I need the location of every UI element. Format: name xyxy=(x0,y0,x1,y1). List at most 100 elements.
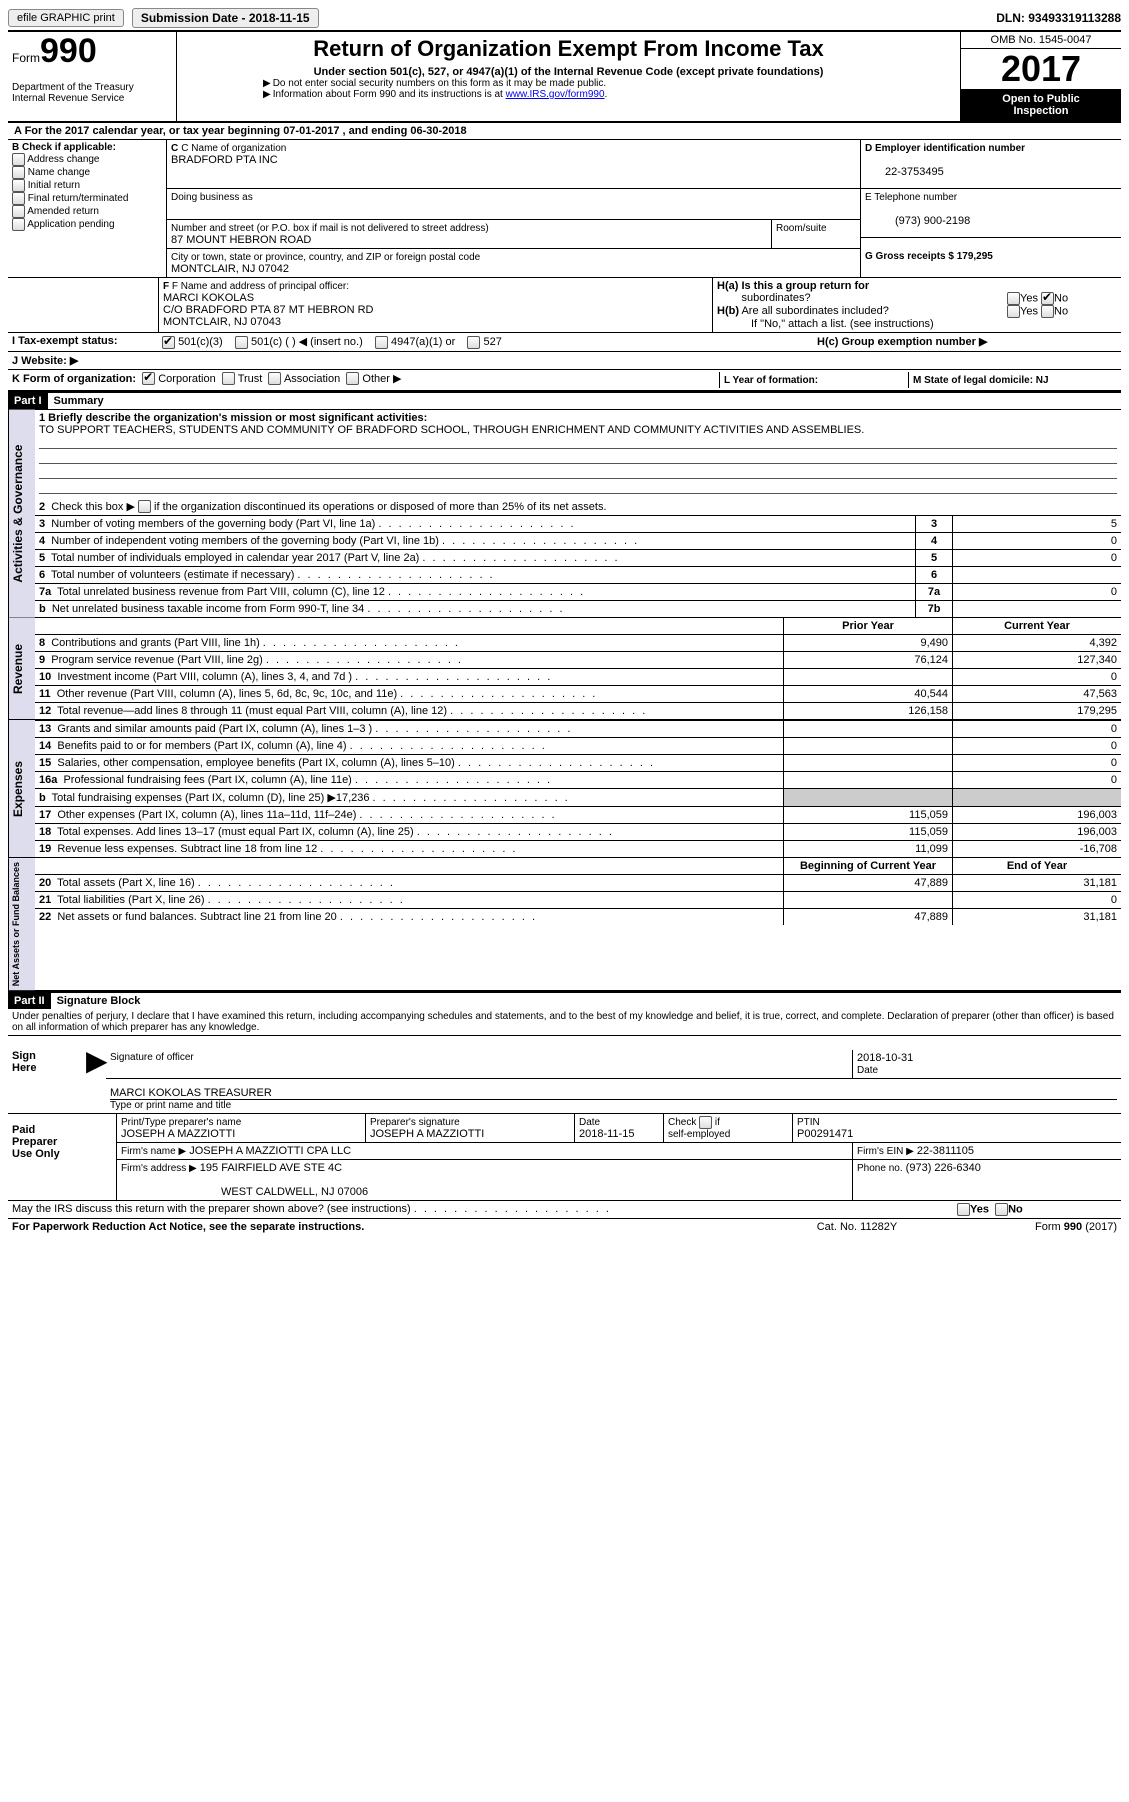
type-name-label: Type or print name and title xyxy=(110,1099,1117,1111)
no-label: No xyxy=(1054,292,1068,304)
dept-treasury: Department of the Treasury xyxy=(12,82,172,93)
part2-header: Part II xyxy=(8,993,51,1009)
note-ssn: Do not enter social security numbers on … xyxy=(273,78,606,89)
street-address: 87 MOUNT HEBRON ROAD xyxy=(171,234,311,246)
q1-label: 1 Briefly describe the organization's mi… xyxy=(39,412,427,424)
hb-no-checkbox[interactable] xyxy=(1041,305,1054,318)
no-label2: No xyxy=(1054,305,1068,317)
cat-no: Cat. No. 11282Y xyxy=(757,1221,957,1233)
part1-title: Summary xyxy=(48,393,110,409)
ein-value: 22-3753495 xyxy=(865,166,944,178)
submission-date-button[interactable]: Submission Date - 2018-11-15 xyxy=(132,8,319,28)
sign-date-label: Date xyxy=(857,1065,878,1076)
k-trust-checkbox[interactable] xyxy=(222,372,235,385)
i-501c-checkbox[interactable] xyxy=(235,336,248,349)
checkbox[interactable] xyxy=(12,192,25,205)
org-name-label: C Name of organization xyxy=(181,143,286,154)
ha-yes-checkbox[interactable] xyxy=(1007,292,1020,305)
prep-name: JOSEPH A MAZZIOTTI xyxy=(121,1128,235,1140)
note-info-pre: Information about Form 990 and its instr… xyxy=(273,89,506,100)
hb-label: H(b) xyxy=(717,305,739,317)
i-527-checkbox[interactable] xyxy=(467,336,480,349)
officer-name: MARCI KOKOLAS xyxy=(163,292,254,304)
prep-sig: JOSEPH A MAZZIOTTI xyxy=(370,1128,484,1140)
ha-no-checkbox[interactable] xyxy=(1041,292,1054,305)
form-title: Return of Organization Exempt From Incom… xyxy=(183,36,954,62)
ha-label2: subordinates? xyxy=(741,292,810,304)
officer-label: F xyxy=(163,281,172,292)
firm-name-label: Firm's name ▶ xyxy=(121,1146,186,1157)
i-opt1: 501(c)(3) xyxy=(178,336,223,348)
gross-receipts: G Gross receipts $ 179,295 xyxy=(865,251,993,262)
ein-label: D Employer identification number xyxy=(865,143,1025,154)
dba-label: Doing business as xyxy=(171,192,253,203)
omb-number: OMB No. 1545-0047 xyxy=(961,32,1121,49)
q2-checkbox[interactable] xyxy=(138,500,151,513)
officer-name-title: MARCI KOKOLAS TREASURER xyxy=(110,1087,272,1099)
j-label: J Website: ▶ xyxy=(12,355,78,367)
prep-date: 2018-11-15 xyxy=(579,1128,634,1140)
firm-name: JOSEPH A MAZZIOTTI CPA LLC xyxy=(189,1145,351,1157)
part2-title: Signature Block xyxy=(51,993,147,1009)
part1-header: Part I xyxy=(8,393,48,409)
self-emp-checkbox[interactable] xyxy=(699,1116,712,1129)
k-assoc-checkbox[interactable] xyxy=(268,372,281,385)
declaration-text: Under penalties of perjury, I declare th… xyxy=(8,1009,1121,1036)
open-public-1: Open to Public xyxy=(1002,93,1080,105)
m-label: M State of legal domicile: NJ xyxy=(913,375,1049,386)
yes-label: Yes xyxy=(1020,292,1038,304)
current-year-header: Current Year xyxy=(953,618,1122,635)
org-name: BRADFORD PTA INC xyxy=(171,154,278,166)
self-emp-label: Check xyxy=(668,1118,699,1129)
city-state-zip: MONTCLAIR, NJ 07042 xyxy=(171,263,289,275)
city-label: City or town, state or province, country… xyxy=(171,252,480,263)
i-opt3: 4947(a)(1) or xyxy=(391,336,455,348)
form-header: Form990 Department of the Treasury Inter… xyxy=(8,32,1121,123)
discuss-yes-checkbox[interactable] xyxy=(957,1203,970,1216)
phone-label: E Telephone number xyxy=(865,192,957,203)
paid-preparer-label: PaidPreparerUse Only xyxy=(8,1114,116,1200)
efile-button[interactable]: efile GRAPHIC print xyxy=(8,9,124,27)
revenue-table: Prior YearCurrent Year 8 Contributions a… xyxy=(35,618,1121,719)
form-number: 990 xyxy=(40,32,97,70)
form-subtitle: Under section 501(c), 527, or 4947(a)(1)… xyxy=(183,66,954,78)
i-501c3-checkbox[interactable] xyxy=(162,336,175,349)
open-public-2: Inspection xyxy=(1013,105,1068,117)
revenue-label: Revenue xyxy=(8,618,35,719)
prep-name-label: Print/Type preparer's name xyxy=(121,1117,241,1128)
hb-yes-checkbox[interactable] xyxy=(1007,305,1020,318)
ptin-label: PTIN xyxy=(797,1117,820,1128)
addr-label: Number and street (or P.O. box if mail i… xyxy=(171,223,489,234)
end-year-header: End of Year xyxy=(953,858,1122,875)
discuss-no: No xyxy=(1008,1204,1023,1216)
netassets-label: Net Assets or Fund Balances xyxy=(8,858,35,990)
tax-year: 2017 xyxy=(961,49,1121,89)
k-other-checkbox[interactable] xyxy=(346,372,359,385)
dln-label: DLN: 93493319113288 xyxy=(996,11,1121,25)
i-opt4: 527 xyxy=(484,336,502,348)
netassets-table: Beginning of Current YearEnd of Year 20 … xyxy=(35,858,1121,925)
i-4947-checkbox[interactable] xyxy=(375,336,388,349)
checkbox[interactable] xyxy=(12,179,25,192)
hc-label: H(c) Group exemption number ▶ xyxy=(817,336,987,348)
checkbox[interactable] xyxy=(12,166,25,179)
checkbox[interactable] xyxy=(12,153,25,166)
k-opt-assoc: Association xyxy=(284,373,340,385)
hb-note: If "No," attach a list. (see instruction… xyxy=(717,318,1117,330)
irs-link[interactable]: www.IRS.gov/form990 xyxy=(506,89,605,100)
firm-ein: 22-3811105 xyxy=(917,1145,974,1157)
discuss-label: May the IRS discuss this return with the… xyxy=(12,1203,411,1215)
prior-year-header: Prior Year xyxy=(784,618,953,635)
beg-year-header: Beginning of Current Year xyxy=(784,858,953,875)
prep-date-label: Date xyxy=(579,1117,600,1128)
k-corp-checkbox[interactable] xyxy=(142,372,155,385)
checkbox[interactable] xyxy=(12,205,25,218)
firm-phone-label: Phone no. xyxy=(857,1163,903,1174)
ptin-value: P00291471 xyxy=(797,1128,853,1140)
discuss-no-checkbox[interactable] xyxy=(995,1203,1008,1216)
firm-addr2: WEST CALDWELL, NJ 07006 xyxy=(121,1186,368,1198)
k-opt-other: Other ▶ xyxy=(362,373,401,385)
checkbox[interactable] xyxy=(12,218,25,231)
top-bar: efile GRAPHIC print Submission Date - 20… xyxy=(8,8,1121,32)
k-opt-corp: Corporation xyxy=(158,373,215,385)
